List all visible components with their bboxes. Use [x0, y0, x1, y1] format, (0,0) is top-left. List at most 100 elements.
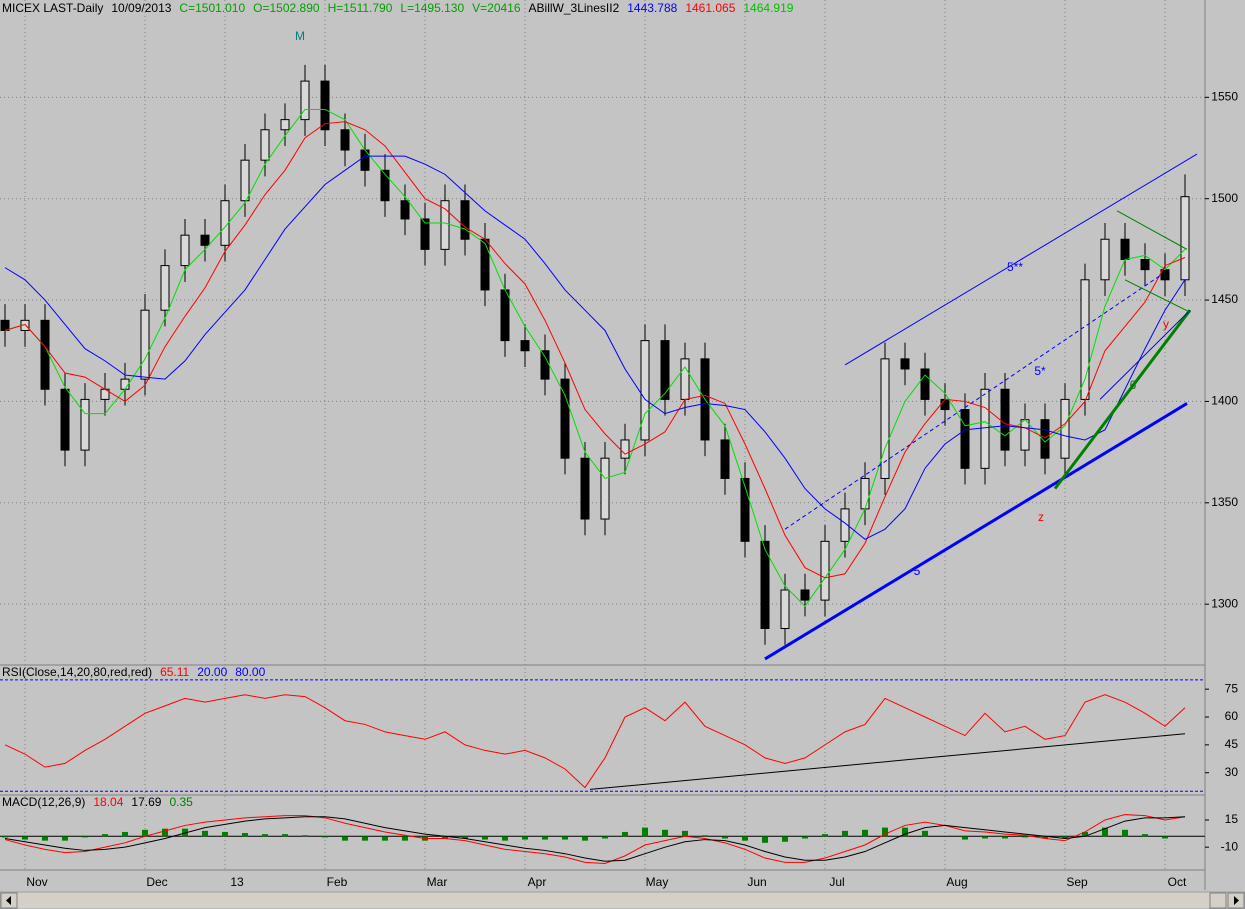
trend-line: [589, 733, 1186, 790]
histogram-bar: [622, 831, 628, 837]
candle-body: [720, 439, 730, 479]
panel-header: 65.11: [160, 665, 189, 679]
histogram-bar: [962, 836, 968, 840]
panel-header: 17.69: [131, 795, 161, 809]
x-tick-label: Jun: [747, 875, 766, 889]
candle-body: [320, 80, 330, 131]
candle-body: [300, 80, 310, 121]
candle-body: [260, 129, 270, 161]
histogram-bar: [742, 836, 748, 841]
histogram-bar: [162, 828, 168, 837]
candle-body: [160, 265, 170, 311]
wave-label: 6: [1130, 378, 1137, 392]
y-tick-label: 1300: [1211, 596, 1238, 610]
candle-body: [960, 409, 970, 469]
y-tick-label: 1400: [1211, 394, 1238, 408]
panel-header: 20.00: [197, 665, 227, 679]
y-tick-label: -10: [1221, 839, 1239, 853]
y-tick-label: 30: [1225, 765, 1239, 779]
candle-body: [900, 358, 910, 370]
x-tick-label: Apr: [528, 875, 547, 889]
histogram-bar: [242, 833, 248, 837]
histogram-bar: [142, 829, 148, 837]
histogram-bar: [902, 827, 908, 837]
scrollbar[interactable]: [0, 891, 1245, 909]
trend-line: [844, 153, 1198, 366]
candle-body: [940, 398, 950, 411]
y-tick-label: 45: [1225, 737, 1239, 751]
candle-body: [1020, 419, 1030, 451]
candle-body: [620, 439, 630, 459]
histogram-bar: [182, 828, 188, 837]
candle-body: [140, 309, 150, 380]
x-tick-label: Mar: [427, 875, 448, 889]
panel-header: RSI(Close,14,20,80,red,red): [2, 665, 152, 679]
histogram-bar: [322, 836, 328, 838]
candle-body: [760, 540, 770, 630]
x-tick-label: Oct: [1168, 875, 1187, 889]
histogram-bar: [682, 830, 688, 837]
panel-header: MICEX LAST-Daily: [2, 1, 103, 15]
panel-header: MACD(12,26,9): [2, 795, 85, 809]
series-line: [4, 694, 1186, 789]
candle-body: [640, 340, 650, 441]
panel-header: 0.35: [169, 795, 193, 809]
candle-body: [580, 457, 590, 520]
panel-header: 1464.919: [743, 1, 793, 15]
histogram-bar: [842, 830, 848, 837]
candle-body: [1060, 398, 1070, 459]
candle-body: [60, 388, 70, 451]
y-tick-label: 15: [1225, 812, 1239, 826]
histogram-bar: [1022, 836, 1028, 838]
candle-body: [860, 477, 870, 510]
candle-body: [1180, 196, 1190, 281]
histogram-bar: [442, 836, 448, 839]
histogram-bar: [1102, 827, 1108, 837]
histogram-bar: [882, 827, 888, 837]
candle-body: [1080, 279, 1090, 400]
y-tick-label: 60: [1225, 709, 1239, 723]
histogram-bar: [62, 836, 68, 841]
y-tick-label: 75: [1225, 681, 1239, 695]
histogram-bar: [482, 836, 488, 840]
histogram-bar: [542, 836, 548, 840]
candle-body: [440, 200, 450, 250]
series-line: [4, 108, 1186, 607]
histogram-bar: [1082, 831, 1088, 837]
histogram-bar: [42, 836, 48, 841]
wave-label: 5**: [1007, 260, 1023, 274]
x-tick-label: Feb: [327, 875, 348, 889]
histogram-bar: [502, 836, 508, 841]
trend-line: [1116, 210, 1188, 250]
candle-body: [540, 350, 550, 380]
candle-body: [80, 398, 90, 451]
candle-body: [220, 200, 230, 246]
histogram-bar: [1042, 836, 1048, 839]
scroll-thumb[interactable]: [1209, 892, 1227, 909]
candle-body: [740, 477, 750, 542]
series-line: [4, 816, 1186, 862]
candle-body: [340, 129, 350, 151]
histogram-bar: [922, 830, 928, 837]
candle-body: [460, 200, 470, 240]
y-tick-label: 1350: [1211, 495, 1238, 509]
candle-body: [840, 508, 850, 542]
candle-body: [980, 388, 990, 469]
x-tick-label: May: [646, 875, 669, 889]
arrow-icon: [6, 896, 11, 905]
panel-header: 1443.788: [627, 1, 677, 15]
trend-line: [1099, 309, 1191, 400]
series-line: [4, 155, 1186, 540]
candle-body: [200, 234, 210, 246]
candle-body: [240, 159, 250, 202]
series-line: [4, 814, 1186, 864]
trend-line: [784, 275, 1161, 530]
histogram-bar: [22, 836, 28, 840]
histogram-bar: [822, 834, 828, 837]
candle-body: [800, 589, 810, 601]
candle-body: [0, 319, 10, 331]
histogram-bar: [522, 836, 528, 840]
histogram-bar: [1062, 836, 1068, 839]
histogram-bar: [102, 834, 108, 837]
